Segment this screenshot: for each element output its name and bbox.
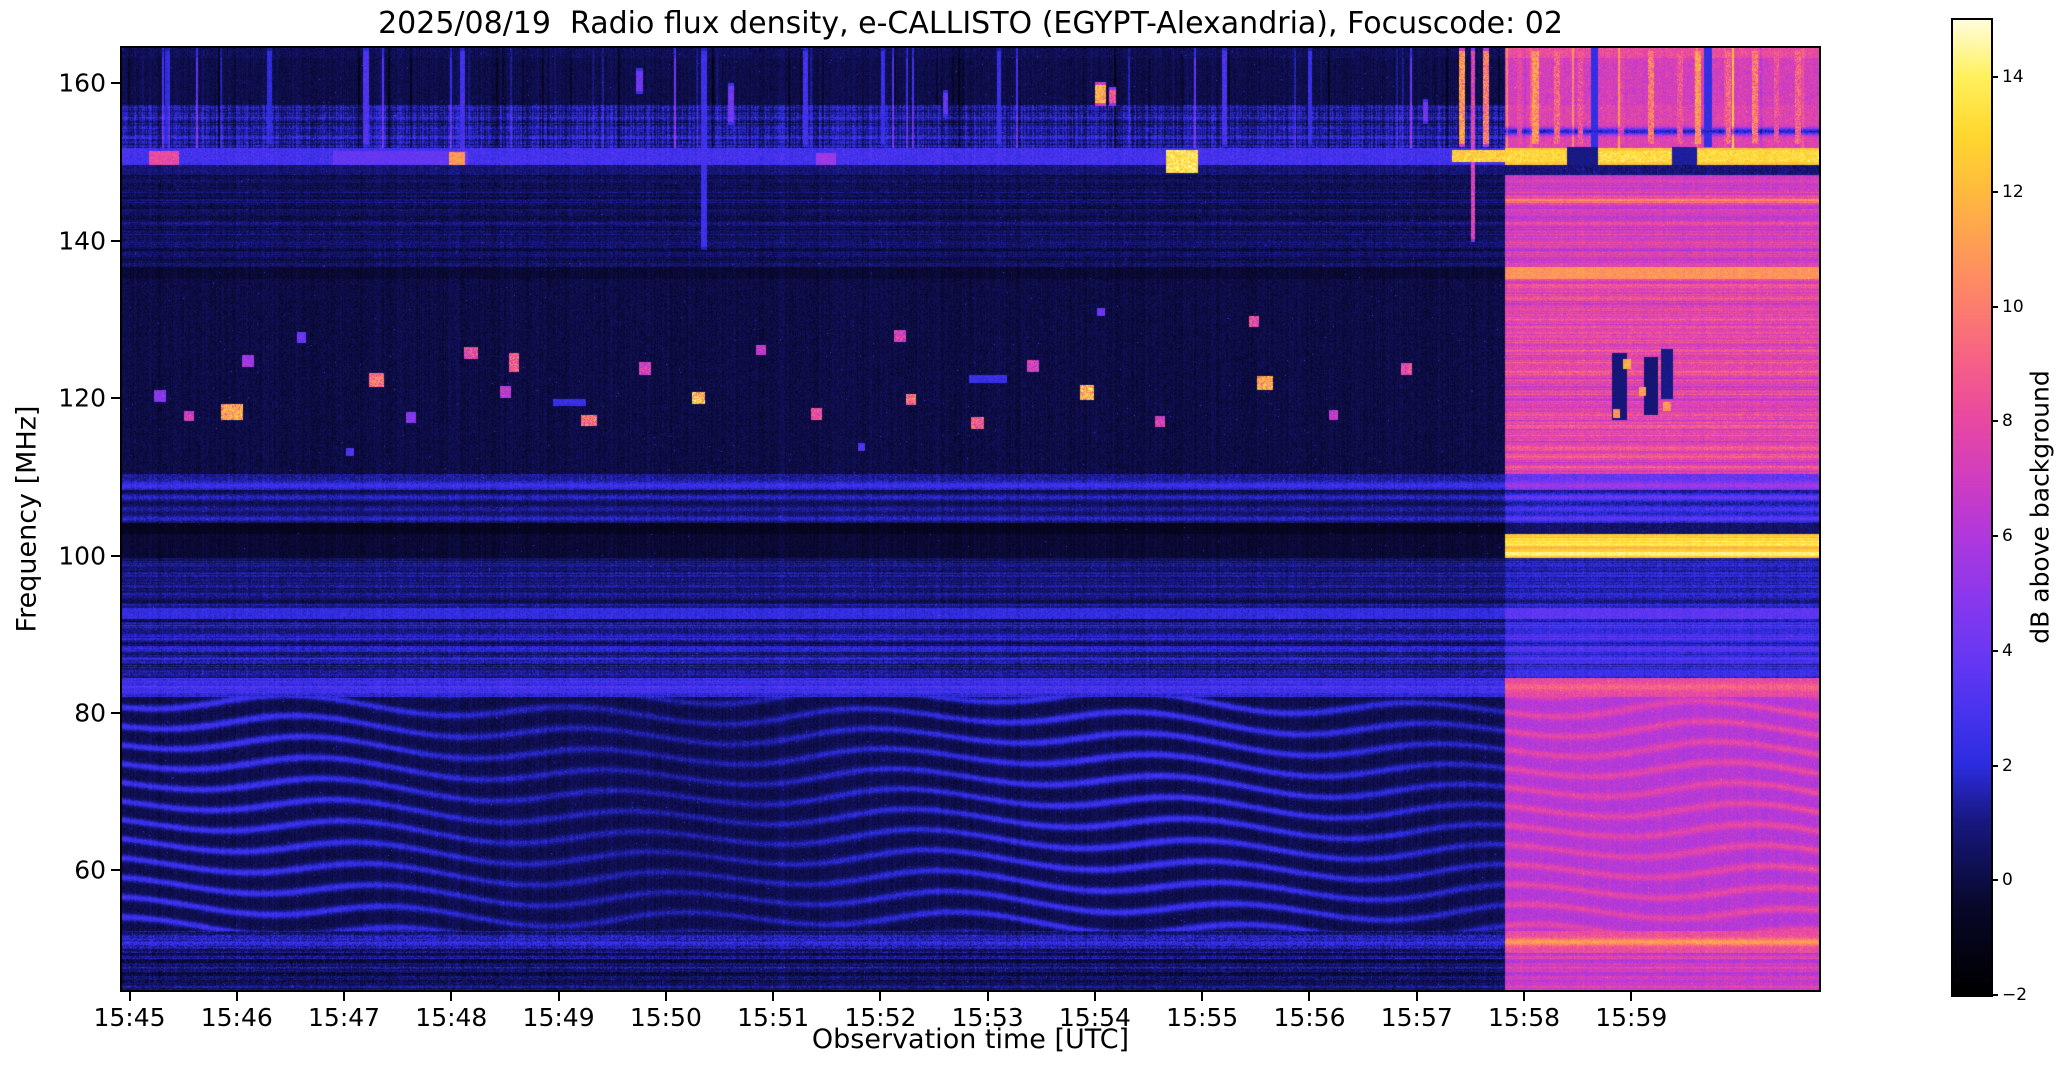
y-tick-label: 160 [58,68,106,98]
x-tick-mark [128,992,131,1001]
colorbar-tick-mark [1991,420,1998,423]
x-tick-mark [664,992,667,1001]
y-tick-label: 140 [58,226,106,256]
x-tick-label: 15:45 [93,1003,166,1032]
colorbar-tick-mark [1991,76,1998,79]
x-tick-mark [1523,992,1525,1001]
x-tick-mark [1630,992,1633,1001]
x-tick-label: 15:57 [1380,1003,1453,1032]
x-tick-label: 15:51 [737,1003,810,1032]
x-tick-mark [1308,992,1311,1001]
x-tick-label: 15:54 [1058,1003,1131,1032]
x-tick-mark [879,992,882,1001]
y-tick-mark [111,554,120,557]
x-tick-mark [343,992,346,1001]
x-tick-label: 15:49 [522,1003,595,1032]
colorbar-tick-label: −2 [2002,985,2028,1005]
colorbar-frame [1951,18,1993,997]
x-tick-mark [772,992,775,1001]
y-tick-mark [111,869,120,872]
spectrogram-canvas [122,48,1819,990]
y-tick-label: 60 [74,855,106,885]
y-axis-label: Frequency [MHz] [11,405,43,633]
colorbar-tick-label: 8 [2002,411,2013,432]
colorbar-tick-mark [1991,764,1998,767]
colorbar-tick-mark [1991,649,1998,652]
y-tick-mark [111,82,120,85]
colorbar-tick-label: 4 [2002,640,2013,661]
y-tick-mark [111,239,120,242]
x-tick-mark [557,992,560,1001]
x-tick-label: 15:52 [844,1003,917,1032]
x-tick-mark [1201,992,1204,1001]
colorbar-tick-mark [1991,191,1998,194]
x-tick-label: 15:56 [1273,1003,1346,1032]
x-tick-mark [1415,992,1418,1001]
colorbar-tick-label: 10 [2002,296,2024,317]
x-tick-label: 15:46 [200,1003,273,1032]
colorbar-tick-label: 6 [2002,526,2013,547]
plot-frame [120,46,1821,992]
y-tick-mark [111,397,120,400]
colorbar-tick-label: 14 [2002,67,2024,88]
x-tick-label: 15:55 [1166,1003,1239,1032]
colorbar-tick-label: 0 [2002,870,2013,891]
colorbar-canvas [1953,20,1991,995]
colorbar-tick-mark [1991,305,1998,308]
x-tick-label: 15:50 [629,1003,702,1032]
x-tick-label: 15:47 [308,1003,381,1032]
y-tick-mark [111,711,120,714]
x-tick-label: 15:59 [1595,1003,1668,1032]
chart-title: 2025/08/19 Radio flux density, e-CALLIST… [378,6,1563,41]
x-tick-label: 15:48 [415,1003,488,1032]
colorbar-tick-mark [1991,994,1998,996]
y-tick-label: 100 [58,541,106,571]
x-tick-mark [235,992,238,1001]
x-tick-label: 15:58 [1487,1003,1561,1032]
colorbar-tick-label: 12 [2002,182,2024,203]
colorbar-tick-label: 2 [2002,755,2013,776]
y-tick-label: 120 [58,383,106,413]
colorbar-tick-mark [1991,879,1998,882]
x-axis-label: Observation time [UTC] [811,1024,1130,1055]
y-tick-label: 80 [74,698,106,728]
colorbar-tick-mark [1991,535,1998,538]
x-tick-label: 15:53 [951,1003,1024,1032]
colorbar-label: dB above background [2025,370,2055,644]
x-tick-mark [1093,992,1096,1001]
x-tick-mark [986,992,989,1001]
x-tick-mark [450,992,453,1001]
